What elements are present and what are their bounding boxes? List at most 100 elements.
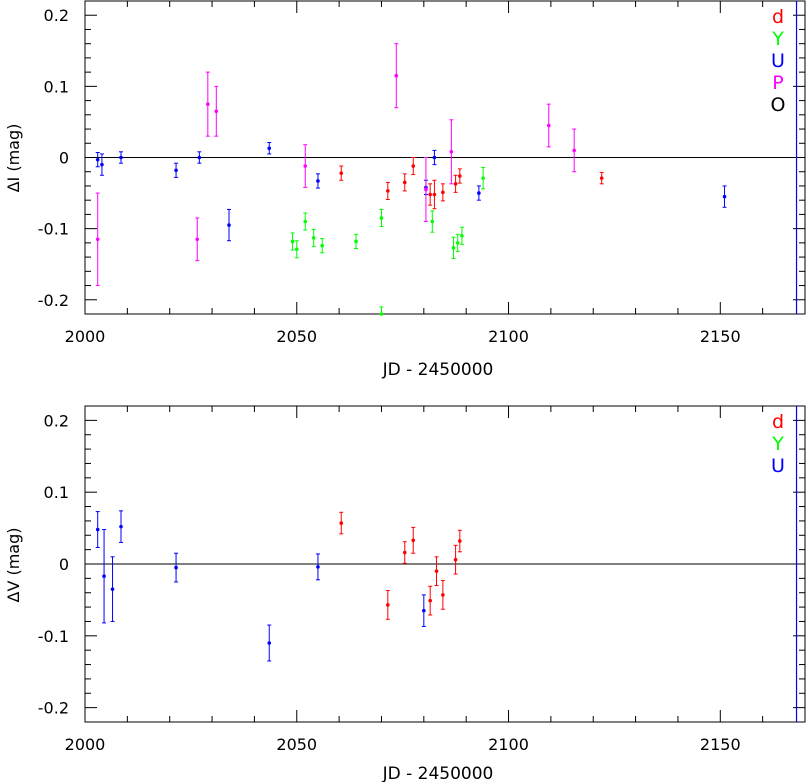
data-point-Y	[303, 212, 308, 231]
data-point	[339, 521, 344, 525]
data-point	[394, 73, 399, 78]
x-tick-label: 2050	[276, 327, 317, 346]
data-point	[441, 190, 445, 195]
data-point	[102, 574, 106, 579]
data-point-d	[339, 511, 344, 535]
data-point	[441, 593, 445, 597]
data-point-Y	[311, 228, 316, 247]
data-point	[455, 241, 460, 245]
x-tick-label: 2100	[488, 735, 529, 754]
data-point	[386, 603, 390, 607]
data-point	[100, 162, 104, 167]
data-point-Y	[379, 208, 384, 228]
data-point-d	[434, 556, 439, 587]
data-marks	[95, 43, 727, 316]
data-point	[303, 219, 308, 224]
y-tick-label: 0.2	[44, 411, 69, 430]
axis-ticks: 2000 2050 2100 2150 -0.2 -0.1 0 0.1 0.2	[38, 405, 806, 754]
y-tick-label: -0.1	[38, 220, 69, 239]
data-point	[453, 557, 458, 562]
data-point-Y	[455, 233, 460, 252]
data-point-U	[119, 510, 123, 543]
data-point	[354, 239, 358, 244]
data-point-Y	[430, 210, 435, 233]
y-axis-label: ΔI (mag)	[4, 124, 23, 193]
data-point-U	[95, 511, 100, 548]
data-point-U	[174, 552, 179, 583]
data-point-Y	[451, 236, 456, 260]
data-point	[402, 550, 407, 555]
data-point	[546, 123, 551, 128]
data-point-P	[195, 217, 200, 262]
data-point-d	[411, 526, 416, 554]
data-point	[379, 312, 384, 316]
data-point	[206, 102, 210, 106]
data-point	[458, 174, 462, 178]
data-point	[339, 171, 344, 175]
data-point	[214, 109, 219, 114]
data-point-U	[119, 151, 123, 164]
data-point-P	[205, 71, 210, 137]
data-point	[316, 565, 320, 569]
data-point	[174, 168, 178, 173]
data-point-P	[95, 192, 100, 287]
data-point-P	[214, 85, 219, 137]
data-point	[430, 219, 435, 224]
y-tick-label: -0.1	[38, 627, 69, 646]
x-tick-label: 2000	[65, 735, 106, 754]
data-point	[294, 247, 299, 252]
data-point-Y	[294, 240, 299, 259]
data-point	[95, 527, 100, 532]
data-point	[424, 187, 428, 192]
data-point-U	[315, 173, 320, 189]
data-point-Y	[379, 306, 384, 316]
legend-label: Y	[771, 433, 784, 455]
data-point	[460, 233, 464, 238]
delta-v-panel: 2000 2050 2100 2150 -0.2 -0.1 0 0.1 0.2 dYU JD -…	[4, 405, 806, 782]
data-point	[411, 164, 416, 168]
data-point-P	[449, 119, 454, 185]
data-point	[195, 237, 200, 242]
data-point-P	[546, 103, 551, 148]
data-point-U	[267, 142, 272, 155]
data-point-Y	[481, 166, 486, 190]
data-point	[572, 148, 576, 153]
data-point	[481, 176, 485, 180]
data-point	[477, 191, 481, 195]
x-tick-label: 2100	[488, 327, 529, 346]
data-point	[599, 176, 604, 180]
data-point-U	[722, 185, 727, 208]
data-point	[227, 223, 231, 227]
data-point	[402, 180, 407, 185]
data-point	[95, 157, 100, 162]
data-point	[432, 155, 437, 160]
legend-label: U	[771, 50, 785, 72]
data-point	[449, 150, 454, 154]
data-point-d	[432, 179, 437, 210]
data-point	[110, 587, 115, 591]
y-tick-label: 0.1	[44, 483, 69, 502]
data-point-d	[402, 541, 407, 564]
data-point-d	[453, 544, 458, 575]
y-tick-label: -0.2	[38, 699, 69, 718]
data-point-P	[572, 128, 577, 173]
y-tick-label: 0	[59, 555, 69, 574]
data-point	[386, 189, 390, 193]
data-point	[267, 146, 272, 151]
data-point-U	[110, 556, 115, 622]
data-point-d	[440, 183, 445, 202]
data-point	[422, 608, 426, 613]
data-point-P	[303, 144, 308, 188]
data-point-P	[423, 157, 428, 223]
data-point	[267, 641, 272, 645]
data-point-d	[440, 580, 445, 610]
axis-ticks: 2000 2050 2100 2150 -0.2 -0.1 0 0.1 0.2	[38, 0, 806, 346]
data-point-U	[315, 553, 320, 581]
data-point-U	[227, 208, 231, 242]
data-point	[197, 155, 202, 160]
data-point-U	[102, 529, 107, 624]
data-point-d	[457, 168, 462, 184]
y-tick-label: 0	[59, 149, 69, 168]
data-point	[316, 179, 320, 183]
data-point-U	[267, 624, 272, 662]
